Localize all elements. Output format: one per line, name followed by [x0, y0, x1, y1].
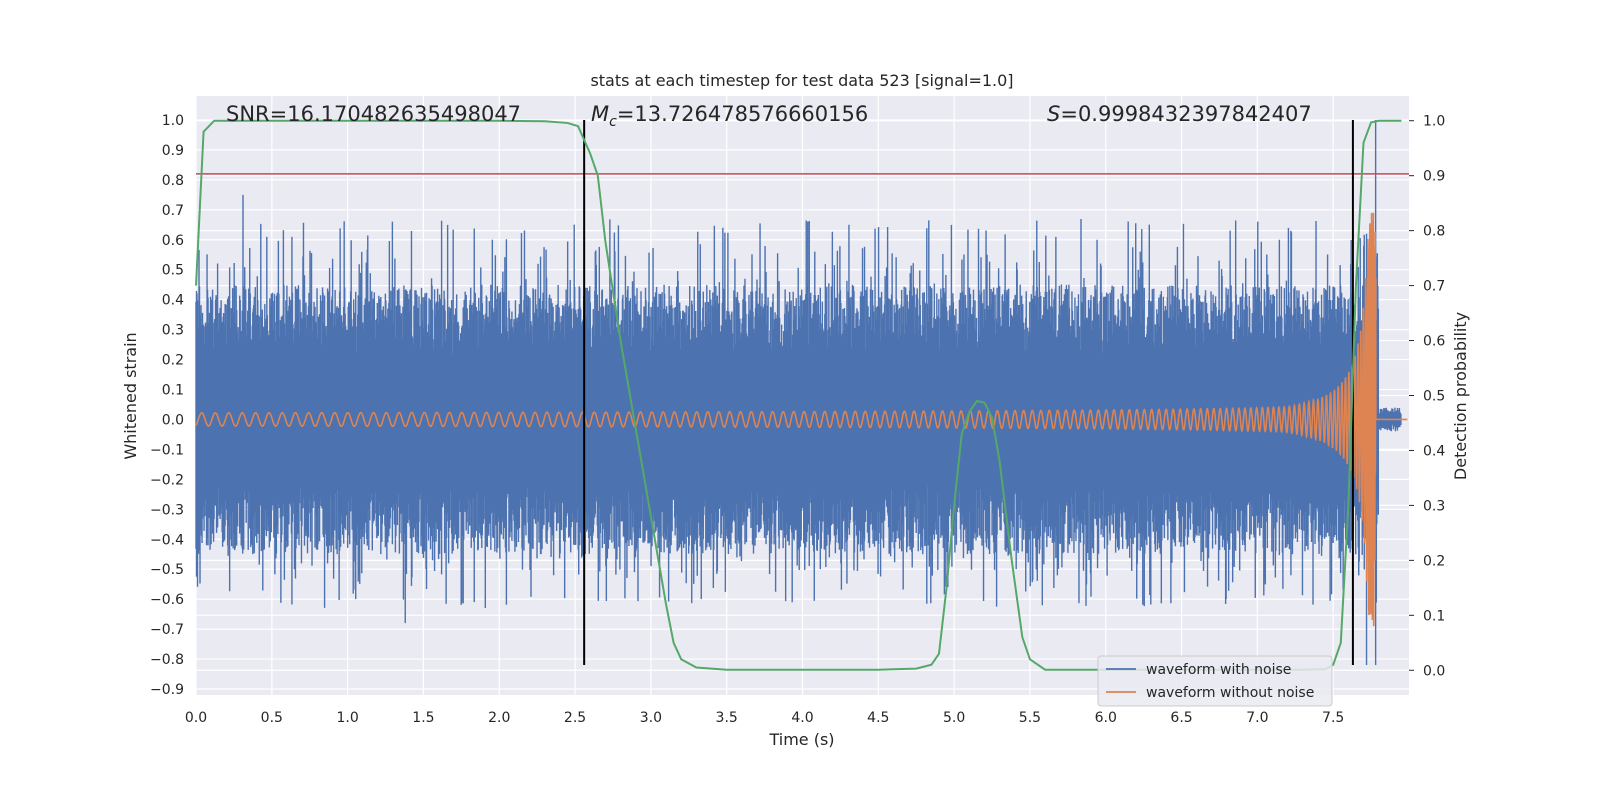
x-tick-label: 1.5: [412, 710, 434, 726]
legend: waveform with noise waveform without noi…: [1097, 655, 1333, 707]
x-axis-label: Time (s): [768, 730, 834, 749]
x-tick-label: 7.5: [1322, 710, 1344, 726]
y-tick-label: −0.4: [150, 532, 184, 548]
waveform-without-noise-line: [195, 212, 1408, 627]
chirp-mass-symbol: M: [591, 102, 609, 126]
y-tick-label: −0.9: [150, 682, 184, 698]
y-axis-label: Whitened strain: [121, 332, 140, 459]
y2-tick-label: 0.1: [1423, 608, 1445, 624]
y2-tick-label: 0.3: [1423, 498, 1445, 514]
x-tick-label: 5.0: [943, 710, 965, 726]
chart-title: stats at each timestep for test data 523…: [590, 71, 1013, 90]
y-tick-label: 0.8: [162, 173, 184, 189]
y-tick-label: −0.6: [150, 592, 184, 608]
y-tick-label: 0.9: [162, 143, 184, 159]
y-tick-label: 0.3: [162, 323, 184, 339]
y2-tick-label: 0.7: [1423, 279, 1445, 295]
x-tick-label: 2.0: [488, 710, 510, 726]
x-tick-label: 7.0: [1246, 710, 1268, 726]
y2-tick-label: 0.4: [1423, 443, 1445, 459]
y-tick-label: −0.8: [150, 652, 184, 668]
legend-label-clean: waveform without noise: [1146, 685, 1314, 701]
y2-tick-label: 0.5: [1423, 389, 1445, 405]
x-tick-label: 0.0: [185, 710, 207, 726]
s-symbol: S: [1047, 102, 1060, 126]
legend-label-noise: waveform with noise: [1146, 662, 1291, 678]
legend-box: [1097, 655, 1333, 707]
y-tick-label: −0.7: [150, 622, 184, 638]
y-tick-label: −0.5: [150, 562, 184, 578]
y2-tick-label: 1.0: [1423, 114, 1445, 130]
y2-tick-label: 0.0: [1423, 663, 1445, 679]
snr-annotation: SNR=16.170482635498047: [226, 102, 521, 126]
y-tick-label: −0.2: [150, 472, 184, 488]
x-tick-label: 6.5: [1170, 710, 1192, 726]
y2-tick-label: 0.2: [1423, 553, 1445, 569]
y2-axis-label: Detection probability: [1451, 312, 1470, 480]
y-tick-label: −0.3: [150, 502, 184, 518]
y-tick-label: 0.5: [162, 263, 184, 279]
y2-tick-label: 0.9: [1423, 169, 1445, 185]
x-tick-label: 0.5: [261, 710, 283, 726]
x-tick-label: 1.0: [336, 710, 358, 726]
x-tick-label: 3.0: [640, 710, 662, 726]
x-tick-label: 6.0: [1095, 710, 1117, 726]
x-tick-label: 3.5: [716, 710, 738, 726]
chirp-mass-annotation: Mc=13.726478576660156: [591, 102, 868, 130]
y-tick-label: 0.0: [162, 412, 184, 428]
y2-tick-label: 0.6: [1423, 334, 1445, 350]
y2-tick-label: 0.8: [1423, 224, 1445, 240]
chirp-mass-value: =13.726478576660156: [617, 102, 868, 126]
y-tick-label: 0.2: [162, 353, 184, 369]
x-tick-label: 4.0: [791, 710, 813, 726]
s-annotation: S=0.9998432397842407: [1047, 102, 1312, 126]
x-tick-label: 2.5: [564, 710, 586, 726]
y-tick-label: 0.6: [162, 233, 184, 249]
y-tick-label: 0.4: [162, 293, 184, 309]
x-tick-label: 4.5: [867, 710, 889, 726]
ticks: 0.0 0.5 1.0 1.5 2.0 2.5 3.0 3.5 4.0 4.5 5.0 5.5 6.0 6…: [150, 113, 1445, 726]
y-tick-label: 0.7: [162, 203, 184, 219]
y-tick-label: −0.1: [150, 442, 184, 458]
y-tick-label: 1.0: [162, 113, 184, 129]
y-tick-label: 0.1: [162, 383, 184, 399]
chirp-mass-subscript: c: [609, 114, 617, 130]
s-value: =0.9998432397842407: [1060, 102, 1311, 126]
x-tick-label: 5.5: [1019, 710, 1041, 726]
